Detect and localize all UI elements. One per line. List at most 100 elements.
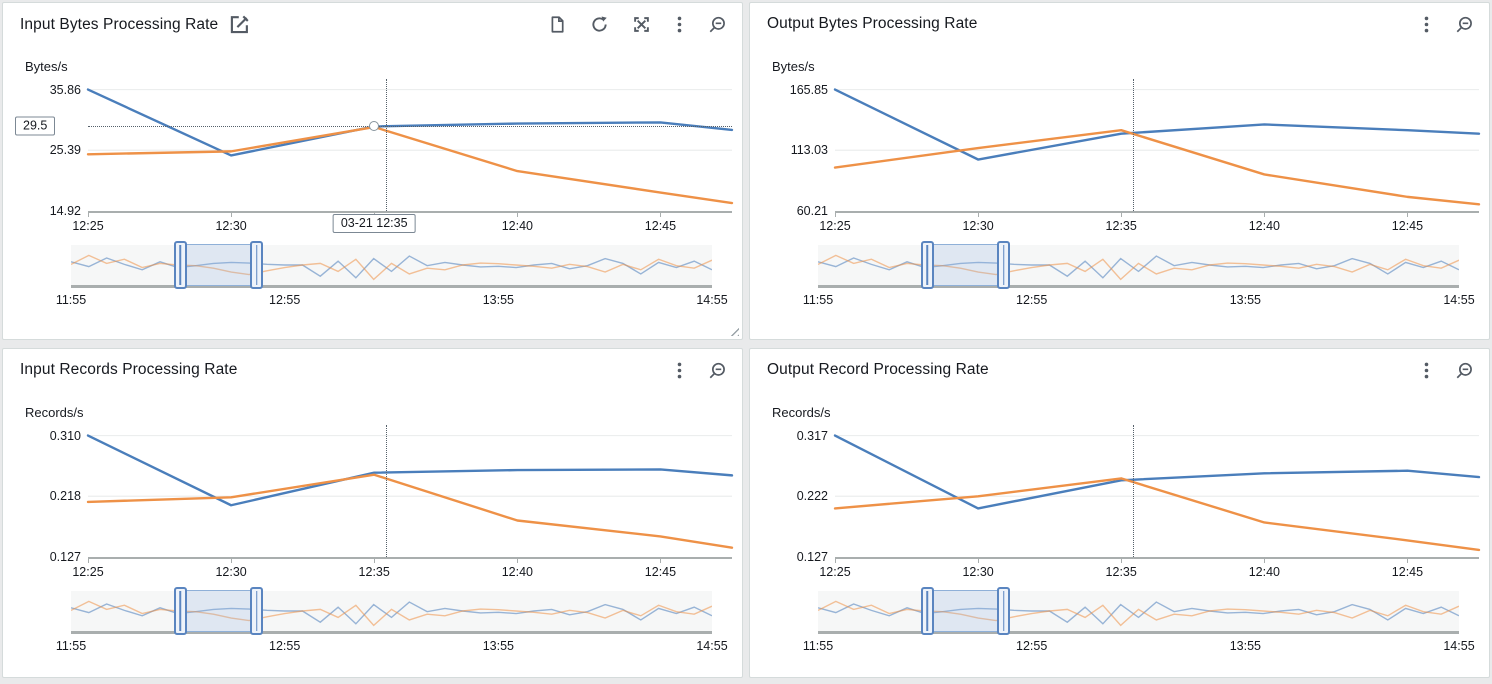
y-axis-unit-label: Records/s: [25, 405, 84, 420]
x-tick-label: 12:25: [819, 219, 851, 233]
brush-tick-label: 12:55: [269, 639, 301, 653]
brush-tick-label: 13:55: [1229, 639, 1261, 653]
y-axis-labels: 35.86 25.39 14.92: [3, 79, 81, 218]
x-tick-label: 12:30: [215, 565, 247, 579]
brush-handle-right[interactable]: [997, 241, 1011, 289]
x-tick-label: 12:35: [1105, 565, 1137, 579]
brush-series-orange: [818, 601, 1459, 625]
brush-chart[interactable]: [71, 241, 712, 289]
brush-series-orange: [71, 601, 712, 625]
series-line-orange: [88, 475, 732, 548]
kebab-icon[interactable]: [1422, 362, 1431, 379]
brush-tick-label: 11:55: [55, 639, 87, 653]
y-axis-unit-label: Records/s: [772, 405, 831, 420]
crosshair-vline: [1132, 425, 1134, 557]
brush-chart[interactable]: [71, 587, 712, 635]
brush-handle-left[interactable]: [920, 241, 934, 289]
y-axis-labels: 0.317 0.222 0.127: [750, 425, 828, 564]
brush-selection[interactable]: [173, 241, 264, 289]
brush-selection[interactable]: [173, 587, 264, 635]
chart-plot-area[interactable]: [88, 425, 732, 559]
y-axis-labels: 165.85 113.03 60.21: [750, 79, 828, 218]
x-tick-mark: [835, 559, 836, 563]
y-tick-label: 0.127: [49, 550, 81, 564]
kebab-icon[interactable]: [1422, 16, 1431, 33]
brush-tick-label: 14:55: [1443, 639, 1475, 653]
x-tick-mark: [231, 559, 233, 563]
file-icon[interactable]: [549, 16, 566, 33]
brush-handle-right[interactable]: [250, 587, 264, 635]
brush-tick-label: 14:55: [1443, 293, 1475, 307]
x-tick-mark: [978, 213, 980, 217]
hover-hline: [88, 126, 732, 128]
edit-icon[interactable]: [230, 15, 249, 34]
brush-series-orange: [818, 255, 1459, 279]
y-tick-label: 14.92: [49, 204, 81, 218]
x-tick-mark: [231, 213, 233, 217]
crosshair-vline: [385, 79, 387, 211]
y-tick-label: 165.85: [789, 82, 828, 97]
zoom-out-icon[interactable]: [709, 362, 726, 379]
panel-input-bytes-processing-rate: Input Bytes Processing Rate Bytes/s 35.8…: [2, 2, 743, 340]
kebab-icon[interactable]: [675, 16, 684, 33]
x-tick-label: 12:25: [72, 565, 104, 579]
x-tick-label: 12:30: [215, 219, 247, 233]
brush-handle-left[interactable]: [173, 241, 187, 289]
x-axis-labels: 12:25 12:30 12:35 12:40 12:45: [819, 213, 1479, 235]
series-line-orange: [835, 478, 1479, 550]
chart-plot-area[interactable]: [835, 425, 1479, 559]
brush-chart[interactable]: [818, 241, 1459, 289]
y-tick-label: 35.86: [49, 82, 81, 97]
brush-tick-label: 13:55: [482, 639, 514, 653]
chart-plot-area[interactable]: [835, 79, 1479, 213]
brush-tick-label: 12:55: [269, 293, 301, 307]
y-tick-label: 60.21: [796, 204, 828, 218]
series-line-blue: [88, 436, 732, 506]
y-tick-label: 0.310: [49, 428, 81, 443]
hover-x-tooltip: 03-21 12:35: [332, 214, 416, 233]
x-tick-mark: [978, 559, 980, 563]
y-tick-label: 0.218: [49, 489, 81, 504]
brush-handle-right[interactable]: [997, 587, 1011, 635]
y-tick-label: 0.317: [796, 428, 828, 443]
refresh-icon[interactable]: [591, 16, 608, 33]
x-tick-label: 12:30: [962, 219, 994, 233]
panel-toolbar: [1422, 16, 1473, 33]
brush-chart[interactable]: [818, 587, 1459, 635]
brush-handle-left[interactable]: [920, 587, 934, 635]
brush-axis-labels: 11:55 12:55 13:55 14:55: [56, 293, 728, 309]
chart-plot-area[interactable]: [88, 79, 732, 213]
x-tick-label: 12:45: [644, 565, 677, 579]
zoom-out-icon[interactable]: [1456, 16, 1473, 33]
resize-handle[interactable]: [728, 325, 739, 336]
x-tick-label: 12:45: [1391, 565, 1424, 579]
x-tick-mark: [660, 559, 662, 563]
y-tick-label: 113.03: [790, 143, 828, 158]
brush-tick-label: 11:55: [802, 293, 834, 307]
x-tick-mark: [517, 213, 519, 217]
x-tick-mark: [517, 559, 519, 563]
expand-icon[interactable]: [633, 16, 650, 33]
zoom-out-icon[interactable]: [709, 16, 726, 33]
y-axis-unit-label: Bytes/s: [772, 59, 815, 74]
panel-output-record-processing-rate: Output Record Processing Rate Records/s …: [749, 348, 1490, 678]
brush-handle-left[interactable]: [173, 587, 187, 635]
kebab-icon[interactable]: [675, 362, 684, 379]
x-tick-mark: [660, 213, 662, 217]
x-tick-label: 12:45: [644, 219, 677, 233]
y-tick-label: 25.39: [49, 143, 81, 158]
x-tick-mark: [374, 559, 376, 563]
brush-handle-right[interactable]: [250, 241, 264, 289]
brush-selection[interactable]: [920, 241, 1011, 289]
series-line-blue: [88, 90, 732, 156]
x-tick-label: 12:40: [1248, 565, 1280, 579]
x-tick-mark: [1121, 559, 1123, 563]
brush-axis-labels: 11:55 12:55 13:55 14:55: [803, 639, 1475, 655]
panel-output-bytes-processing-rate: Output Bytes Processing Rate Bytes/s 165…: [749, 2, 1490, 340]
zoom-out-icon[interactable]: [1456, 362, 1473, 379]
brush-tick-label: 13:55: [482, 293, 514, 307]
brush-selection[interactable]: [920, 587, 1011, 635]
x-tick-mark: [835, 213, 836, 217]
x-tick-label: 12:30: [962, 565, 994, 579]
x-axis-labels: 12:25 12:30 12:35 12:40 12:45: [72, 559, 732, 581]
